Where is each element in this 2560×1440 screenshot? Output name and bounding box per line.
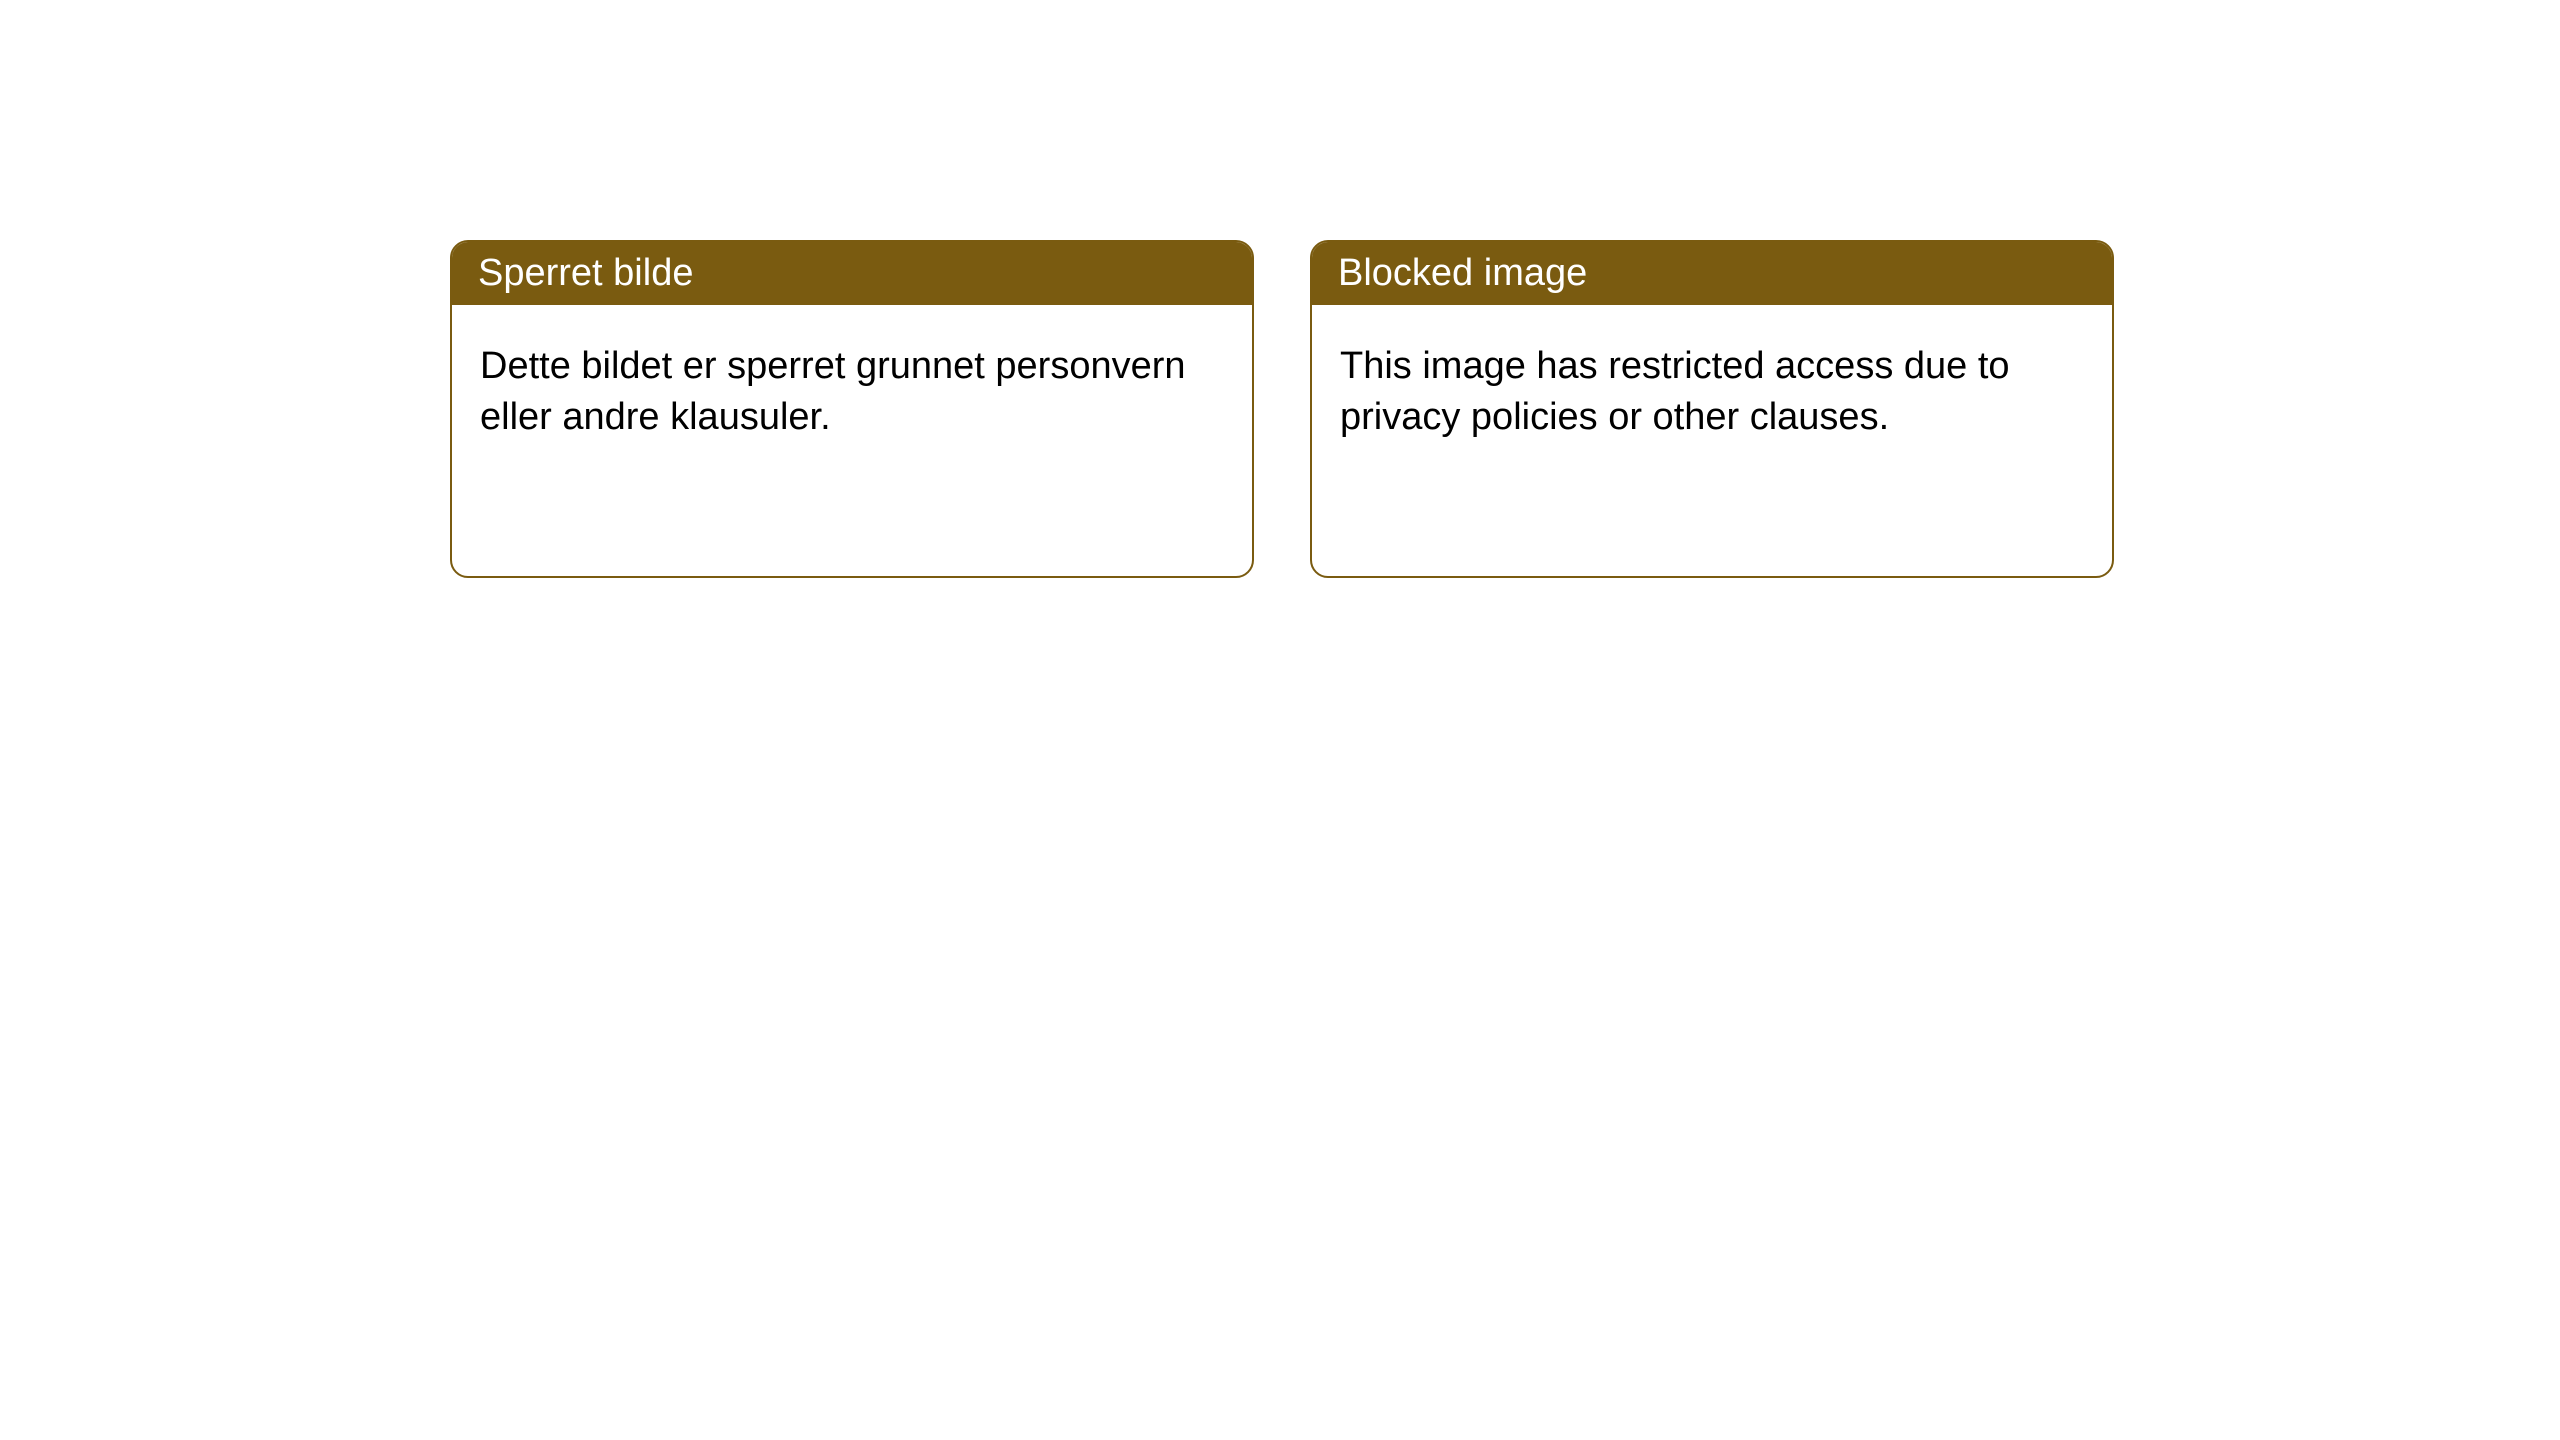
notice-card-en: Blocked image This image has restricted … — [1310, 240, 2114, 578]
notice-container: Sperret bilde Dette bildet er sperret gr… — [450, 240, 2114, 578]
notice-title-en: Blocked image — [1312, 242, 2112, 305]
notice-card-no: Sperret bilde Dette bildet er sperret gr… — [450, 240, 1254, 578]
notice-body-en: This image has restricted access due to … — [1312, 305, 2112, 480]
notice-title-no: Sperret bilde — [452, 242, 1252, 305]
notice-body-no: Dette bildet er sperret grunnet personve… — [452, 305, 1252, 480]
